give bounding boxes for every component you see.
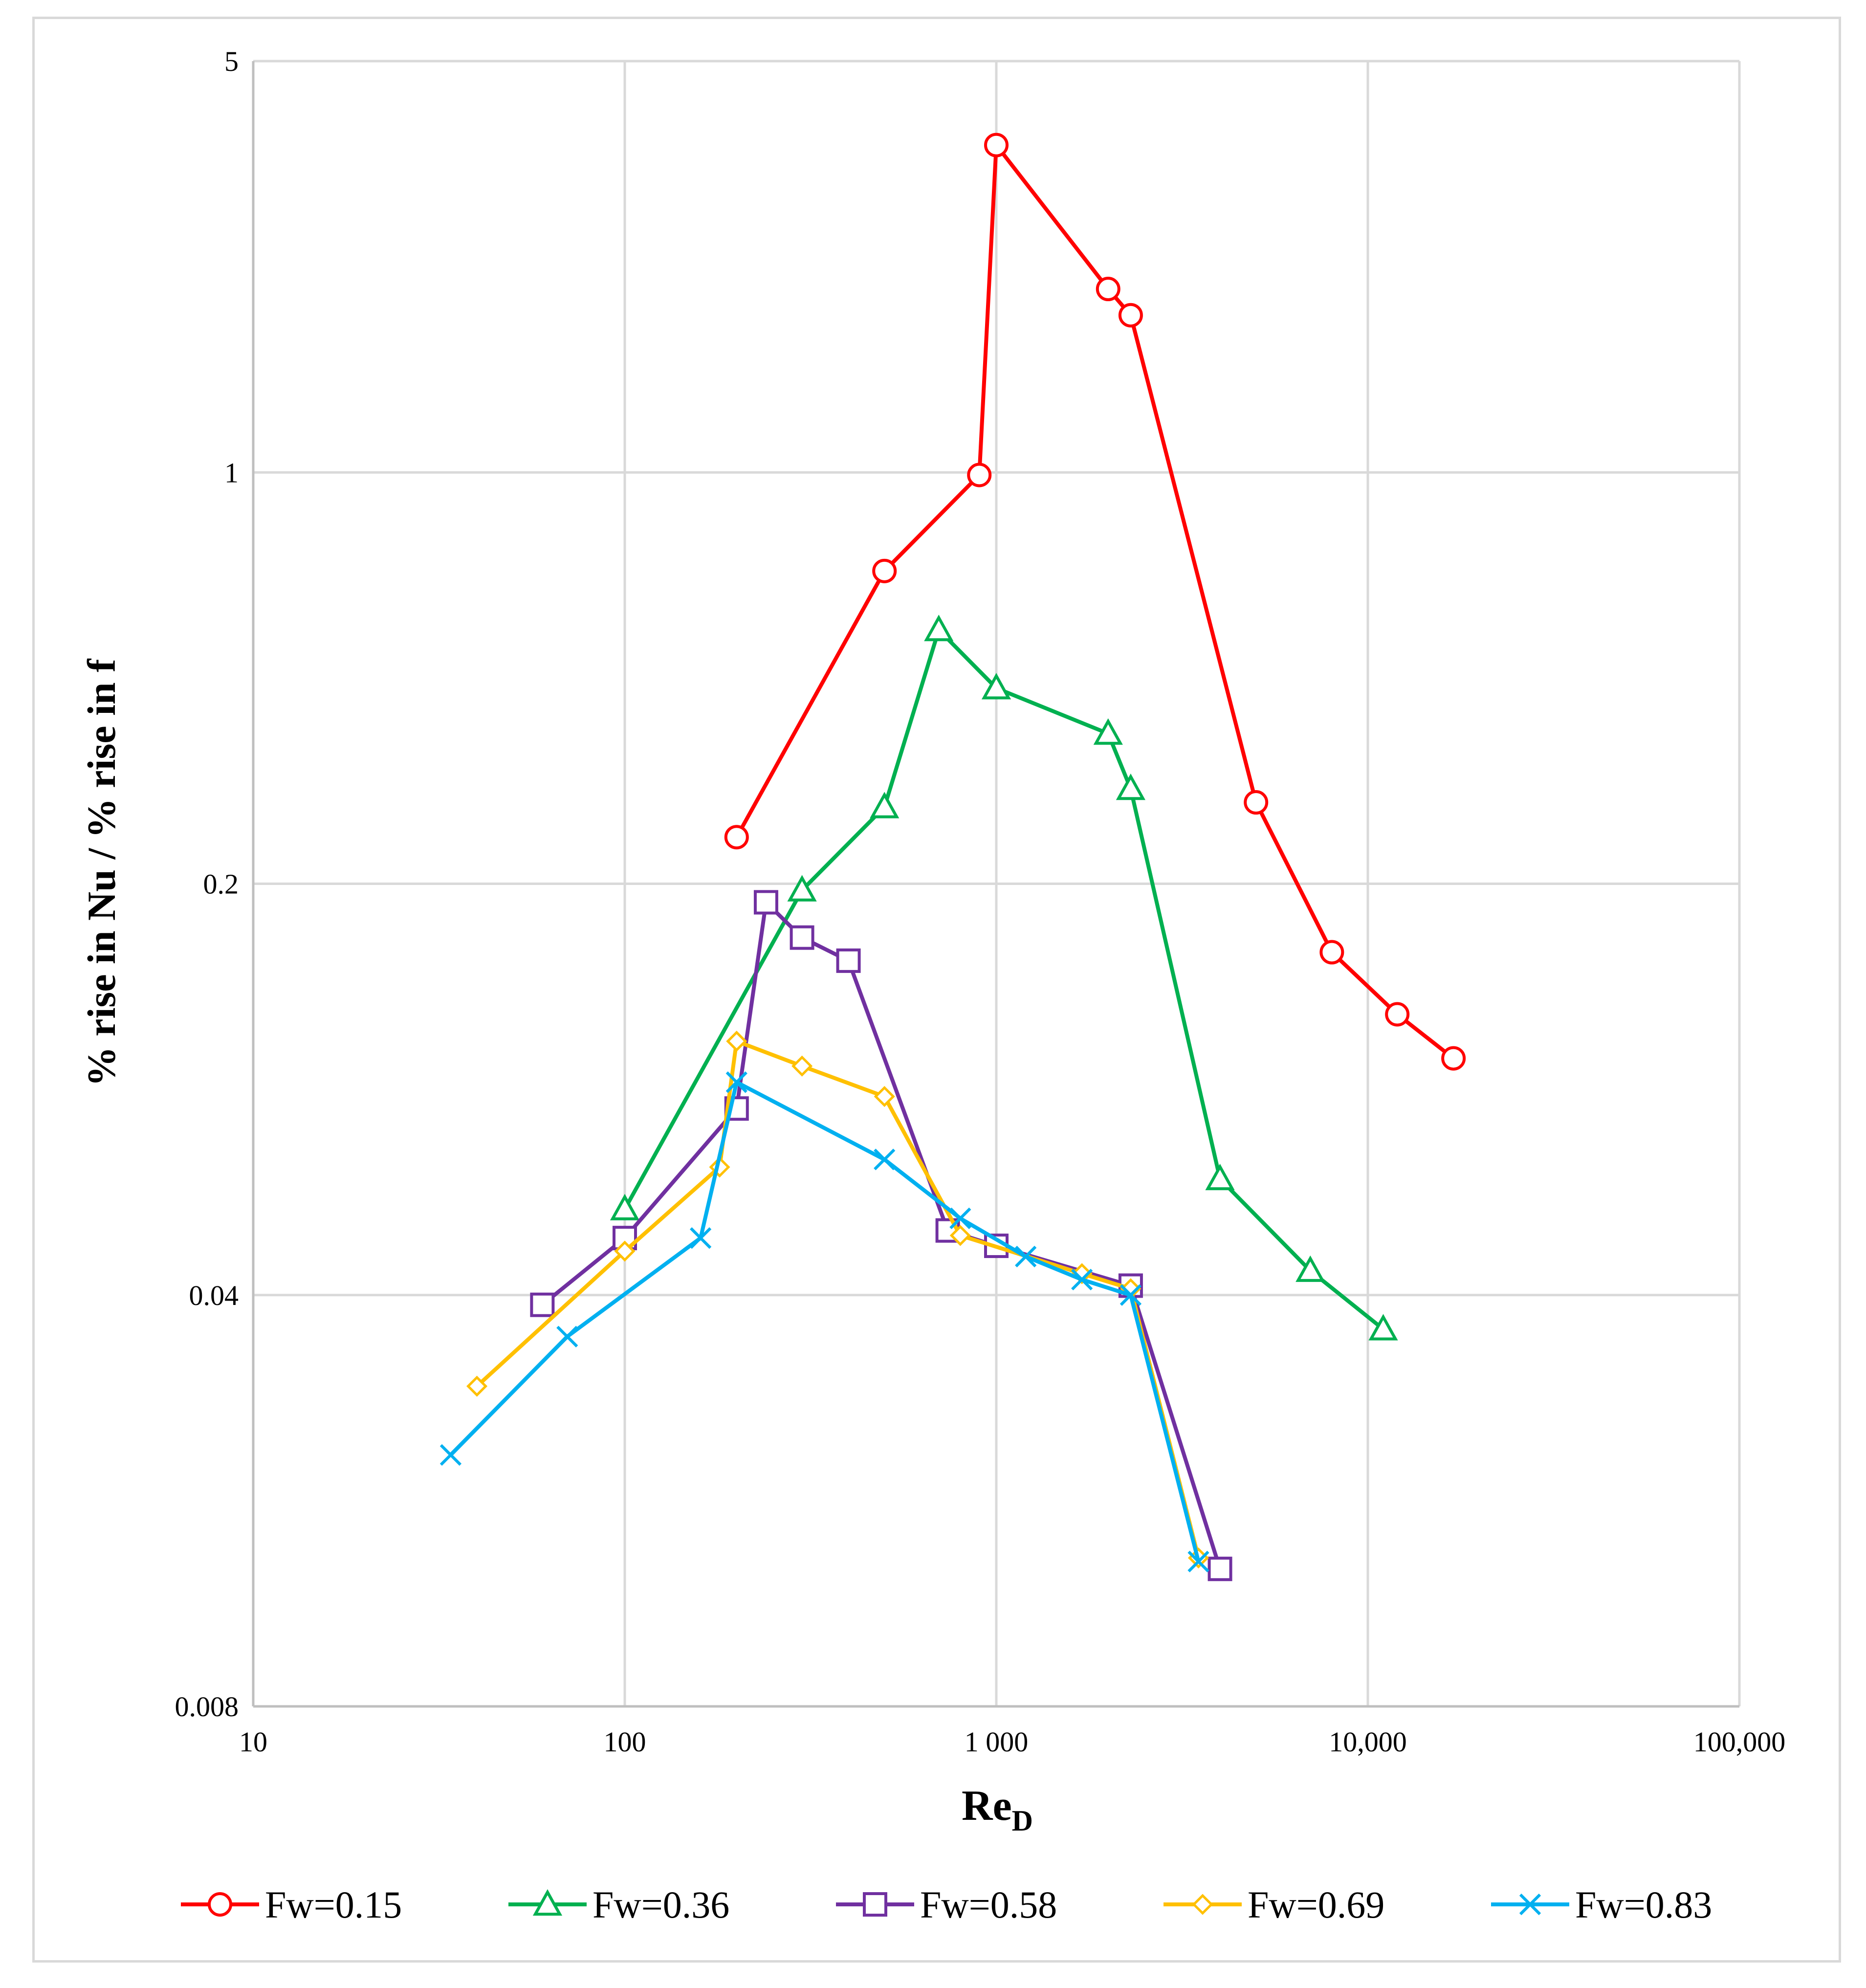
legend-marker [1192,1894,1213,1915]
axes [252,61,1739,1708]
data-point [790,925,814,950]
data-point [439,1444,462,1466]
legend-item: Fw=0.69 [1164,1883,1384,1926]
y-tick-label: 0.2 [203,868,239,900]
data-point [981,673,1011,700]
series-layer [439,133,1466,1581]
data-point [967,463,992,487]
series-line [541,900,1222,1570]
data-point [1205,1164,1235,1191]
data-point [614,1240,636,1262]
series-line [449,1080,1201,1562]
legend: Fw=0.15 Fw=0.36 Fw=0.58 Fw=0.69 Fw=0.83 [181,1883,1712,1926]
chart-frame [32,17,1841,1963]
series-line [623,628,1385,1331]
x-axis-label: ReD [962,1782,1033,1837]
data-point [1071,1268,1093,1291]
y-tick-label: 1 [224,457,239,488]
data-point [1118,303,1143,328]
y-tick-label: 0.04 [189,1280,239,1311]
series-line [475,1039,1201,1559]
data-point [1096,277,1120,302]
data-point [872,558,897,583]
data-point [1368,1314,1398,1341]
data-point [984,133,1009,157]
legend-marker [1519,1893,1541,1916]
data-point [724,825,749,850]
data-point [753,890,778,915]
x-tick-labels: 10 100 1 000 10,000 100,000 [239,1726,1785,1758]
x-axis-label-main: Re [962,1782,1012,1830]
legend-label: Fw=0.69 [1248,1883,1384,1926]
data-point [1093,718,1123,745]
legend-item: Fw=0.15 [181,1883,402,1926]
x-tick-label: 10,000 [1329,1726,1407,1758]
legend-marker [208,1892,232,1917]
data-point [610,1193,640,1220]
data-point [556,1325,578,1347]
data-point [870,792,900,818]
data-point [1015,1245,1037,1268]
data-point [466,1375,488,1397]
data-point [1441,1046,1466,1071]
y-axis-label: % rise in Nu / % rise in f [79,658,124,1086]
legend-label: Fw=0.15 [265,1883,402,1926]
y-tick-labels: 0.008 0.04 0.2 1 5 [175,45,239,1723]
legend-marker [863,1892,887,1917]
series-fw-0-36 [610,615,1398,1341]
grid [253,60,1741,1706]
data-point [836,948,861,973]
series-fw-0-83 [439,1071,1209,1572]
y-tick-label: 5 [224,45,239,77]
data-point [791,1055,813,1077]
data-point [1187,1550,1209,1572]
x-tick-label: 100 [604,1726,646,1758]
data-point [949,1225,971,1246]
x-tick-label: 10 [239,1726,267,1758]
legend-label: Fw=0.58 [920,1883,1057,1926]
data-point [725,1071,747,1093]
data-point [949,1207,971,1230]
data-point [690,1227,712,1249]
data-point [924,615,954,641]
series-line [735,143,1455,1060]
legend-label: Fw=0.83 [1575,1883,1712,1926]
series-fw-0-15 [724,133,1466,1071]
data-point [1120,1284,1142,1306]
data-point [787,875,817,902]
data-point [1385,1002,1410,1027]
x-tick-label: 100,000 [1693,1726,1786,1758]
legend-item: Fw=0.36 [508,1883,729,1926]
x-axis-label-subscript: D [1012,1805,1033,1837]
series-fw-0-58 [530,890,1232,1581]
legend-marker [532,1889,563,1916]
data-point [530,1292,555,1317]
series-fw-0-69 [466,1031,1209,1568]
data-point [1207,1556,1232,1581]
data-point [1319,940,1344,965]
data-point [1295,1255,1325,1282]
data-point [1244,790,1269,815]
data-point [726,1031,747,1052]
data-point [874,1149,896,1171]
y-tick-label: 0.008 [175,1691,239,1723]
legend-item: Fw=0.58 [836,1883,1057,1926]
data-point [874,1086,895,1107]
legend-item: Fw=0.83 [1491,1883,1712,1926]
x-tick-label: 1 000 [965,1726,1029,1758]
data-point [1116,773,1146,800]
legend-label: Fw=0.36 [593,1883,729,1926]
